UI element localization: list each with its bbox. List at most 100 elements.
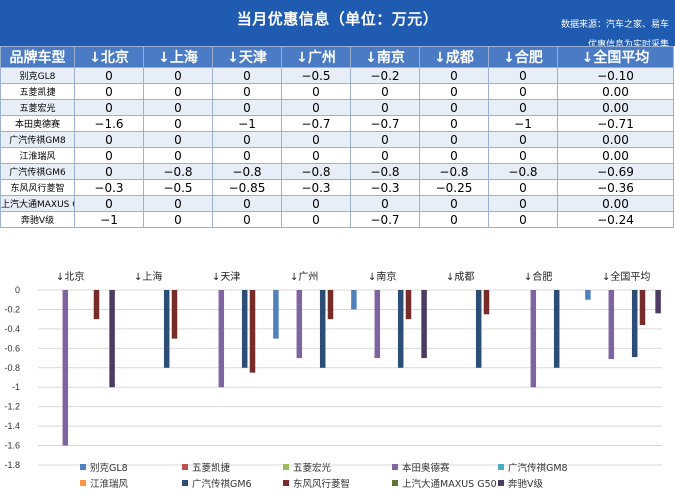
bar [655,290,661,314]
discount-value-cell: 0 [143,83,213,100]
discount-value-cell: −0.7 [350,115,420,132]
discount-value-cell: 0 [488,83,558,100]
table-row: 五菱凯捷 0 0 0 0 0 0 0 0.00 [0,83,674,100]
discount-value-cell: 0 [212,195,282,212]
discount-value-cell: −0.2 [350,67,420,84]
discount-value-cell: −1 [488,115,558,132]
column-header: ↓广州 [281,46,351,68]
y-tick-label: -1.4 [4,421,20,431]
y-tick-label: -1.8 [4,460,20,470]
category-label: ↓成都 [446,271,474,283]
bar [397,290,404,368]
discount-value-cell: 0 [143,211,213,228]
table-header-row: 品牌车型 ↓北京 ↓上海 ↓天津 ↓广州 ↓南京 ↓成都 ↓合肥 ↓全国平均 [0,46,674,68]
discount-value-cell: 0 [488,67,558,84]
discount-value-cell: 0 [419,67,489,84]
legend-label: 本田奥德赛 [402,462,450,474]
bar [553,290,560,368]
discount-value-cell: 0 [488,195,558,212]
bar [109,290,115,388]
discount-value-cell: 0 [419,147,489,164]
model-name-cell: 东风风行菱智 [0,179,75,196]
discount-value-cell: −0.85 [212,179,282,196]
legend-swatch [283,480,289,486]
discount-value-cell: 0.00 [557,147,674,164]
y-tick-label: -1 [12,382,20,392]
discount-value-cell: −0.3 [281,179,351,196]
model-name-cell: 广汽传祺GM6 [0,163,75,180]
category-label: ↓合肥 [524,270,552,283]
discount-value-cell: −1.6 [74,115,144,132]
legend-label: 东风风行菱智 [293,478,350,490]
discount-value-cell: −0.8 [212,163,282,180]
bar [241,290,248,368]
model-name-cell: 五菱凯捷 [0,83,75,100]
table-row: 广汽传祺GM6 0 −0.8 −0.8 −0.8 −0.8 −0.8 −0.8 −0.69 [0,163,674,180]
category-label: ↓广州 [290,271,318,283]
discount-value-cell: −0.71 [557,115,674,132]
discount-value-cell: 0 [419,83,489,100]
discount-value-cell: 0 [350,83,420,100]
discount-value-cell: −1 [212,115,282,132]
bar [351,290,357,310]
discount-value-cell: 0 [212,99,282,116]
legend-label: 五菱宏光 [293,462,332,474]
y-tick-label: -0.2 [4,304,20,314]
discount-value-cell: 0 [74,99,144,116]
model-name-cell: 广汽传祺GM8 [0,131,75,148]
discount-value-cell: 0 [212,211,282,228]
discount-value-cell: 0 [74,163,144,180]
legend-label: 广汽传祺GM8 [508,462,568,474]
bar [405,290,412,320]
table-row: 五菱宏光 0 0 0 0 0 0 0 0.00 [0,99,674,116]
discount-value-cell: 0 [419,211,489,228]
page-title: 当月优惠信息（单位：万元） [236,10,439,28]
discount-table: 品牌车型 ↓北京 ↓上海 ↓天津 ↓广州 ↓南京 ↓成都 ↓合肥 ↓全国平均 别… [0,46,674,228]
discount-value-cell: 0 [143,99,213,116]
bar [374,290,381,359]
model-name-cell: 奔驰V级 [0,211,75,228]
discount-value-cell: −0.8 [350,163,420,180]
discount-value-cell: 0 [488,179,558,196]
discount-value-cell: −1 [74,211,144,228]
bar [218,290,225,388]
discount-value-cell: −0.36 [557,179,674,196]
table-row: 上汽大通MAXUS G5000000000.00 [0,195,674,212]
discount-value-cell: 0 [212,131,282,148]
model-name-cell: 本田奥德赛 [0,115,75,132]
discount-value-cell: −0.10 [557,67,674,84]
discount-value-cell: −0.7 [350,211,420,228]
bar [327,290,334,320]
y-tick-label: -0.8 [4,363,20,373]
discount-bar-chart: 0 -0.2 -0.4 -0.6 -0.8 -1 -1.2 -1.4 -1.6 -1.8 ↓北京 ↓上… [4,270,662,490]
bar [296,290,303,359]
legend-label: 奔驰V级 [508,478,543,490]
discount-value-cell: −0.69 [557,163,674,180]
discount-value-cell: 0 [419,115,489,132]
column-header: ↓北京 [74,46,144,68]
model-name-cell: 五菱宏光 [0,99,75,116]
category-label: ↓全国平均 [602,270,650,283]
discount-value-cell: −0.8 [419,163,489,180]
category-label: ↓上海 [134,270,162,283]
table-row: 广汽传祺GM8 0 0 0 0 0 0 0 0.00 [0,131,674,148]
bar [249,290,256,373]
discount-value-cell: 0 [419,195,489,212]
discount-value-cell: 0 [212,67,282,84]
discount-value-cell: 0 [212,83,282,100]
discount-value-cell: −0.3 [74,179,144,196]
column-header: 品牌车型 [0,46,75,68]
discount-value-cell: −0.8 [488,163,558,180]
model-name-cell: 上汽大通MAXUS G50 [0,195,75,212]
header-banner: 当月优惠信息（单位：万元） 数据来源：汽车之家、易车 优惠信息为实时采集 [0,0,675,50]
discount-value-cell: 0 [74,67,144,84]
bar [273,290,279,339]
bar [483,290,490,315]
legend-swatch [182,480,188,486]
discount-value-cell: 0 [488,147,558,164]
legend-swatch [80,480,86,486]
table-row: 奔驰V级 −1 0 0 0 −0.7 0 0 −0.24 [0,211,674,228]
discount-value-cell: 0 [143,115,213,132]
column-header: ↓合肥 [488,46,558,68]
discount-value-cell: 0 [212,147,282,164]
